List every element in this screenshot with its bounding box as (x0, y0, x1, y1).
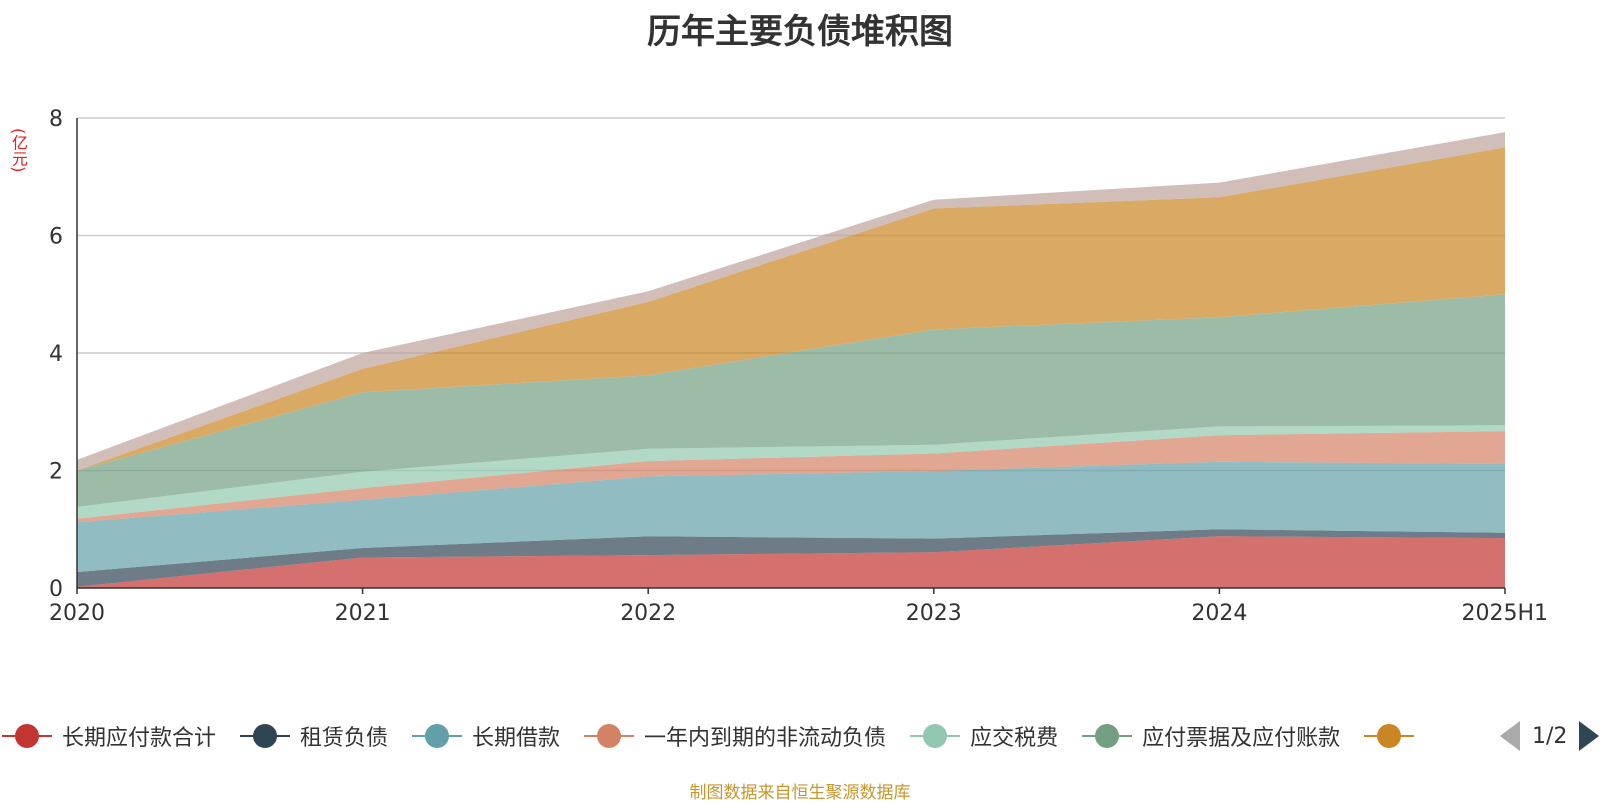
legend-item[interactable] (1364, 723, 1424, 749)
legend-item[interactable]: 租赁负债 (240, 720, 388, 752)
legend-item[interactable]: 应交税费 (910, 720, 1058, 752)
x-tick-label: 2021 (335, 601, 391, 626)
axes: 0 2 4 6 8 2020 2021 2022 2023 2024 2025H1 (49, 107, 1548, 626)
area-series[interactable] (77, 431, 1505, 523)
legend-label: 应付票据及应付账款 (1142, 726, 1341, 751)
x-tick-label: 2023 (906, 601, 962, 626)
area-series[interactable] (77, 461, 1505, 573)
x-tick-label: 2025H1 (1461, 601, 1548, 626)
stacked-area-chart: 0 2 4 6 8 2020 2021 2022 2023 2024 2025H1 (49, 107, 1548, 626)
source-note: 制图数据来自恒生聚源数据库 (689, 783, 911, 803)
legend-label: 长期借款 (472, 726, 561, 751)
legend-label: 租赁负债 (300, 726, 389, 751)
legend-marker-icon (1364, 723, 1415, 749)
area-layer (77, 132, 1505, 588)
area-series[interactable] (77, 294, 1505, 507)
legend-label: 长期应付款合计 (62, 726, 217, 751)
y-axis-unit-label: (亿元) (9, 127, 28, 173)
x-tick-label: 2022 (620, 601, 676, 626)
legend-marker-icon (910, 723, 961, 749)
legend-marker-icon (2, 723, 52, 749)
pager-next-icon[interactable] (1579, 721, 1600, 751)
chart-title: 历年主要负债堆积图 (647, 12, 953, 52)
legend-marker-icon (412, 723, 463, 749)
area-series[interactable] (77, 529, 1505, 587)
legend-marker-icon (1082, 723, 1133, 749)
legend-label: 一年内到期的非流动负债 (644, 726, 887, 751)
x-tick-label: 2020 (49, 601, 105, 626)
pager-text: 1/2 (1532, 723, 1568, 749)
legend-item[interactable]: 长期应付款合计 (2, 720, 216, 752)
legend: 长期应付款合计 租赁负债 长期借款 一年内到期的非流动负债 应交税费 应付票据及… (0, 718, 1600, 754)
area-series[interactable] (77, 147, 1505, 471)
y-tick-label: 0 (49, 577, 63, 602)
x-tick-label: 2024 (1191, 601, 1247, 626)
legend-item[interactable]: 应付票据及应付账款 (1082, 720, 1340, 752)
y-tick-label: 8 (49, 107, 63, 132)
area-series[interactable] (77, 132, 1505, 471)
y-tick-label: 6 (49, 225, 63, 250)
legend-marker-icon (240, 723, 291, 749)
area-series[interactable] (77, 536, 1505, 588)
legend-item[interactable]: 长期借款 (412, 720, 560, 752)
legend-item[interactable]: 一年内到期的非流动负债 (584, 720, 886, 752)
legend-marker-icon (584, 723, 635, 749)
y-tick-label: 4 (49, 342, 63, 367)
y-tick-label: 2 (49, 460, 63, 485)
legend-pager: 1/2 (1500, 718, 1600, 754)
legend-label: 应交税费 (970, 726, 1059, 751)
pager-prev-icon[interactable] (1500, 721, 1520, 751)
area-series[interactable] (77, 425, 1505, 519)
